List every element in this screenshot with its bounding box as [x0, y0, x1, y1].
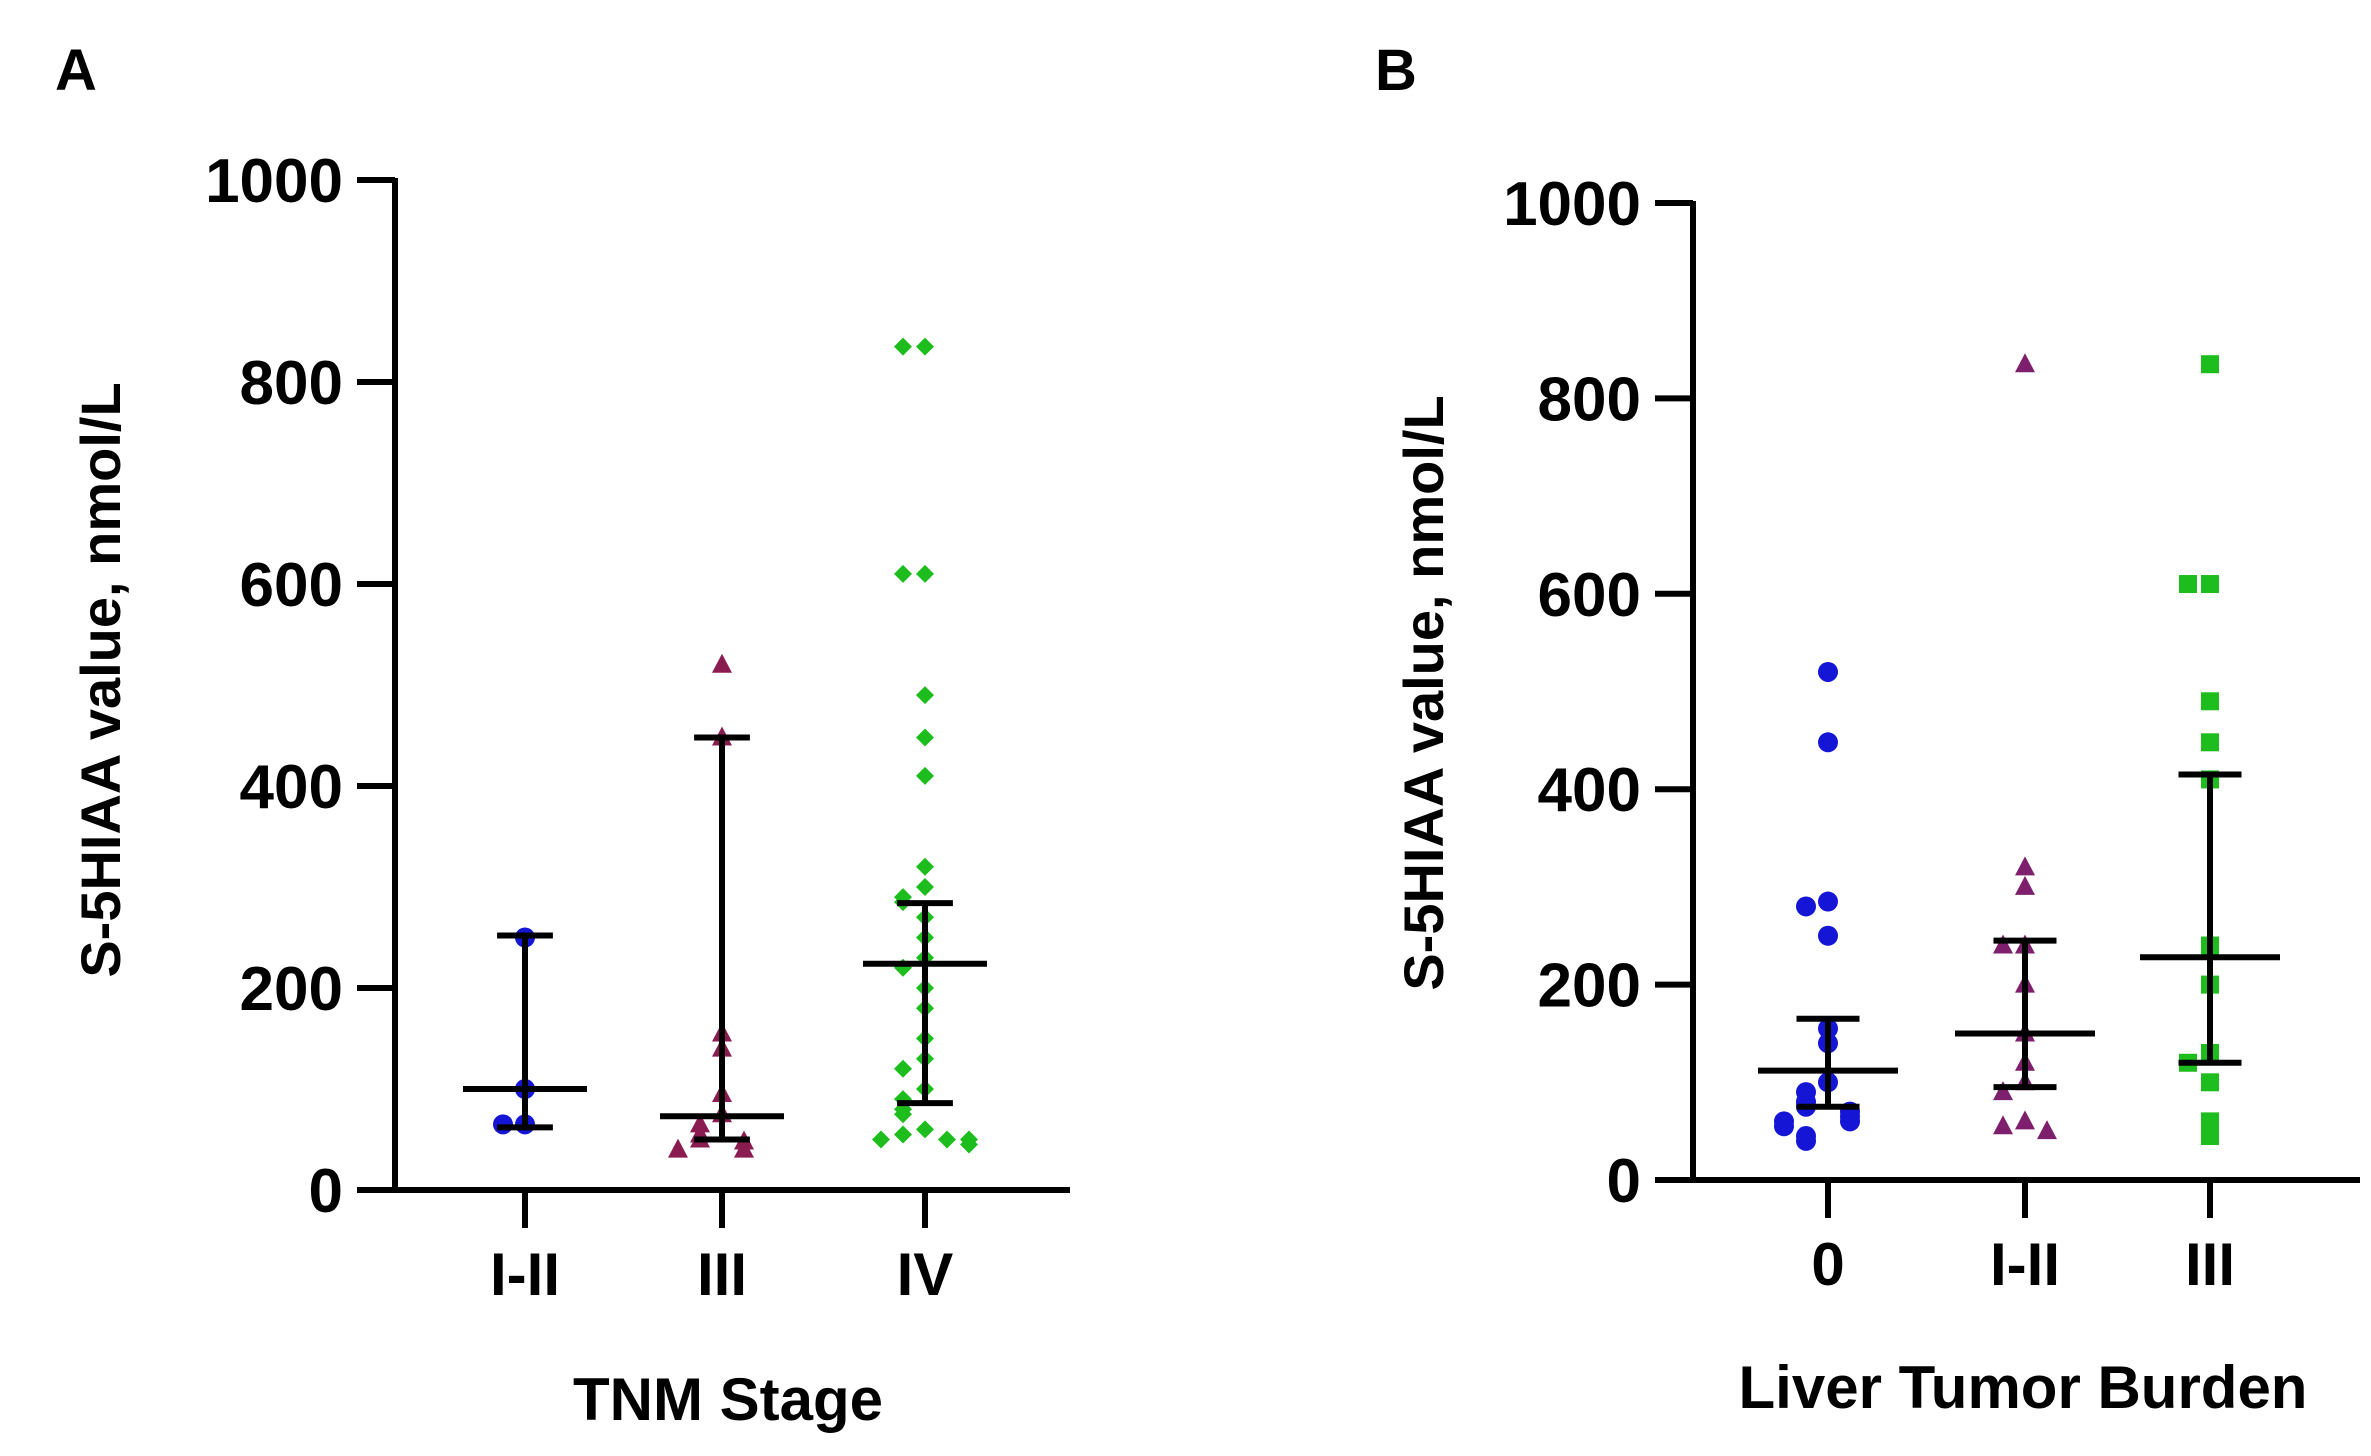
- data-point: [1993, 934, 2013, 954]
- data-point: [1796, 1130, 1816, 1151]
- series-b-2: [2140, 355, 2280, 1146]
- panel-a: A 0 200 400 600 800 1000 I-II III IV TNM Stage S…: [55, 38, 1070, 1433]
- panel-a-label: A: [55, 38, 97, 103]
- data-point: [960, 1135, 978, 1154]
- x-tick-label: 0: [1811, 1231, 1844, 1298]
- panel-a-x-axis-label: TNM Stage: [573, 1366, 883, 1433]
- series-b-0: [1758, 661, 1898, 1151]
- data-point: [894, 337, 912, 356]
- data-point: [2201, 1073, 2219, 1092]
- data-point: [916, 1120, 934, 1139]
- data-point: [938, 1130, 956, 1149]
- data-point: [2201, 733, 2219, 752]
- panel-a-y-axis-label: S-5HIAA value, nmol/L: [69, 382, 132, 977]
- y-tick-label: 200: [1538, 952, 1641, 1021]
- data-point: [2201, 1112, 2219, 1131]
- y-tick-label: 800: [1538, 365, 1641, 434]
- panel-b-marks: [1758, 353, 2280, 1151]
- data-point: [690, 1113, 710, 1133]
- data-point: [916, 337, 934, 356]
- data-point: [734, 1138, 754, 1158]
- panel-a-axes: 0 200 400 600 800 1000 I-II III IV: [205, 147, 1070, 1308]
- y-tick-label: 600: [1538, 561, 1641, 630]
- data-point: [1818, 891, 1838, 912]
- x-tick-label: III: [697, 1241, 747, 1308]
- panel-a-marks: [463, 337, 987, 1158]
- data-point: [2015, 856, 2035, 876]
- data-point: [916, 857, 934, 876]
- data-point: [1993, 1115, 2013, 1135]
- y-tick-label: 200: [240, 955, 343, 1024]
- data-point: [2179, 575, 2197, 594]
- data-point: [872, 1130, 890, 1149]
- data-point: [916, 878, 934, 896]
- y-tick-label: 1000: [1503, 170, 1641, 239]
- data-point: [712, 653, 732, 673]
- data-point: [493, 1114, 513, 1135]
- data-point: [1818, 925, 1838, 946]
- data-point: [894, 1105, 912, 1124]
- y-tick-label: 0: [309, 1157, 343, 1226]
- data-point: [1774, 1116, 1794, 1137]
- x-tick-label: III: [2185, 1231, 2235, 1298]
- data-point: [2015, 353, 2035, 373]
- data-point: [2201, 355, 2219, 374]
- data-point: [2201, 1127, 2219, 1146]
- x-tick-label: I-II: [490, 1241, 560, 1308]
- data-point: [2015, 875, 2035, 895]
- data-point: [894, 1059, 912, 1078]
- data-point: [916, 686, 934, 705]
- data-point: [1993, 1081, 2013, 1101]
- panel-b-x-axis-label: Liver Tumor Burden: [1739, 1354, 2308, 1421]
- y-tick-label: 400: [240, 753, 343, 822]
- data-point: [2201, 575, 2219, 594]
- series-a-2: [863, 337, 987, 1154]
- y-tick-label: 800: [240, 349, 343, 418]
- y-tick-label: 1000: [205, 147, 343, 216]
- data-point: [894, 1125, 912, 1144]
- data-point: [2201, 692, 2219, 711]
- data-point: [916, 564, 934, 583]
- y-tick-label: 600: [240, 551, 343, 620]
- series-a-1: [660, 653, 784, 1158]
- panel-b: B 0 200 400 600 800 1000 0 I-II III Liver Tumor …: [1375, 38, 2360, 1421]
- data-point: [1840, 1111, 1860, 1132]
- series-a-0: [463, 927, 587, 1135]
- data-point: [1818, 732, 1838, 753]
- data-point: [668, 1138, 688, 1158]
- data-point: [1796, 896, 1816, 917]
- series-b-1: [1955, 353, 2095, 1140]
- panel-b-y-axis-label: S-5HIAA value, nmol/L: [1392, 395, 1455, 990]
- x-tick-label: I-II: [1990, 1231, 2060, 1298]
- data-point: [916, 766, 934, 785]
- data-point: [894, 564, 912, 583]
- x-tick-label: IV: [897, 1241, 954, 1308]
- data-point: [1818, 661, 1838, 682]
- y-tick-label: 0: [1607, 1147, 1641, 1216]
- data-point: [2037, 1120, 2057, 1140]
- panel-b-axes: 0 200 400 600 800 1000 0 I-II III: [1503, 170, 2360, 1298]
- data-point: [2015, 1110, 2035, 1130]
- panel-b-label: B: [1375, 38, 1417, 103]
- data-point: [916, 728, 934, 747]
- y-tick-label: 400: [1538, 756, 1641, 825]
